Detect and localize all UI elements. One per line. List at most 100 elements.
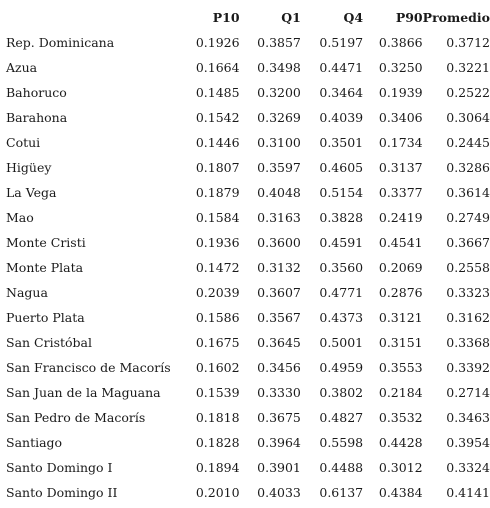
p90-cell: 0.1939 [378,85,423,100]
p90-cell: 0.2419 [378,210,423,225]
region-label: Santo Domingo I [6,460,113,475]
region-label: Higüey [6,160,52,175]
table-row: Cotui 0.1446 0.3100 0.3501 0.1734 0.2445 [6,130,490,155]
table-row: Santo Domingo I 0.1894 0.3901 0.4488 0.3012 0… [6,455,490,480]
p90-cell: 0.2184 [378,385,423,400]
q4-cell: 0.5154 [319,185,364,200]
promedio-cell: 0.3323 [446,285,490,300]
data-table: P10 Q1 Q4 P90 Promedio Rep. Dominicana 0.… [6,4,490,505]
table-row: Bahoruco 0.1485 0.3200 0.3464 0.1939 0.2522 [6,80,490,105]
p10-cell: 0.1472 [195,260,240,275]
p10-cell: 0.1675 [195,335,240,350]
q4-cell: 0.4039 [319,110,364,125]
table-row: La Vega 0.1879 0.4048 0.5154 0.3377 0.3614 [6,180,490,205]
p10-cell: 0.1602 [195,360,240,375]
q4-cell: 0.4827 [319,410,364,425]
q1-cell: 0.3964 [257,435,301,450]
q1-cell: 0.4033 [257,485,301,500]
q1-cell: 0.3600 [257,235,301,250]
p10-cell: 0.1936 [195,235,240,250]
promedio-cell: 0.3368 [446,335,490,350]
promedio-cell: 0.3324 [446,460,490,475]
p10-cell: 0.2039 [195,285,240,300]
q4-cell: 0.3560 [319,260,364,275]
q1-cell: 0.3675 [257,410,301,425]
p90-cell: 0.4428 [378,435,423,450]
header-empty [6,4,181,30]
region-label: San Pedro de Macorís [6,410,146,425]
promedio-cell: 0.3064 [446,110,490,125]
q1-cell: 0.3597 [257,160,301,175]
promedio-cell: 0.3463 [446,410,490,425]
table-row: Monte Cristi 0.1936 0.3600 0.4591 0.4541 0.36… [6,230,490,255]
q4-cell: 0.4373 [319,310,364,325]
q4-cell: 0.3828 [319,210,364,225]
p90-cell: 0.3250 [378,60,423,75]
promedio-cell: 0.3667 [446,235,490,250]
table-row: Puerto Plata 0.1586 0.3567 0.4373 0.3121 0.31… [6,305,490,330]
p90-cell: 0.3377 [378,185,423,200]
header-q4: Q4 [343,9,364,25]
table-row: San Francisco de Macorís 0.1602 0.3456 0.49… [6,355,490,380]
table-row: Higüey 0.1807 0.3597 0.4605 0.3137 0.3286 [6,155,490,180]
promedio-cell: 0.3286 [446,160,490,175]
promedio-cell: 0.3954 [446,435,490,450]
q4-cell: 0.6137 [319,485,364,500]
p10-cell: 0.1485 [195,85,240,100]
p10-cell: 0.1818 [195,410,240,425]
p10-cell: 0.1926 [195,35,240,50]
region-label: Bahoruco [6,85,67,100]
table-row: Nagua 0.2039 0.3607 0.4771 0.2876 0.3323 [6,280,490,305]
header-q1: Q1 [281,9,301,25]
p10-cell: 0.1586 [195,310,240,325]
q1-cell: 0.3163 [257,210,301,225]
q4-cell: 0.4488 [319,460,364,475]
q1-cell: 0.3200 [257,85,301,100]
p90-cell: 0.3137 [378,160,423,175]
region-label: Rep. Dominicana [6,35,115,50]
q1-cell: 0.3132 [257,260,301,275]
table-row: Mao 0.1584 0.3163 0.3828 0.2419 0.2749 [6,205,490,230]
q1-cell: 0.3567 [257,310,301,325]
promedio-cell: 0.2749 [446,210,490,225]
p90-cell: 0.3121 [378,310,423,325]
q1-cell: 0.3100 [257,135,301,150]
p10-cell: 0.2010 [195,485,240,500]
region-label: La Vega [6,185,57,200]
p10-cell: 0.1894 [195,460,240,475]
q1-cell: 0.3645 [257,335,301,350]
promedio-cell: 0.3221 [446,60,490,75]
p90-cell: 0.3532 [378,410,423,425]
q4-cell: 0.4605 [319,160,364,175]
promedio-cell: 0.3162 [446,310,490,325]
region-label: San Juan de la Maguana [6,385,161,400]
region-label: Barahona [6,110,68,125]
table-row: Barahona 0.1542 0.3269 0.4039 0.3406 0.3064 [6,105,490,130]
p90-cell: 0.1734 [378,135,423,150]
q4-cell: 0.3802 [319,385,364,400]
p10-cell: 0.1584 [195,210,240,225]
p90-cell: 0.3553 [378,360,423,375]
q1-cell: 0.4048 [257,185,301,200]
q1-cell: 0.3456 [257,360,301,375]
q1-cell: 0.3857 [257,35,301,50]
promedio-cell: 0.2522 [446,85,490,100]
region-label: San Cristóbal [6,335,92,350]
q4-cell: 0.5001 [319,335,364,350]
promedio-cell: 0.3392 [446,360,490,375]
p90-cell: 0.3406 [378,110,423,125]
q4-cell: 0.4771 [319,285,364,300]
q1-cell: 0.3330 [257,385,301,400]
region-label: Santo Domingo II [6,485,118,500]
table-row: San Cristóbal 0.1675 0.3645 0.5001 0.3151 0.3… [6,330,490,355]
p10-cell: 0.1807 [195,160,240,175]
header-promedio: Promedio [422,9,490,25]
q4-cell: 0.3501 [319,135,364,150]
p90-cell: 0.4541 [378,235,423,250]
q4-cell: 0.4471 [319,60,364,75]
table-row: San Pedro de Macorís 0.1818 0.3675 0.4827 0.… [6,405,490,430]
table-body: Rep. Dominicana 0.1926 0.3857 0.5197 0.3866 0… [6,30,490,505]
q1-cell: 0.3269 [257,110,301,125]
q4-cell: 0.4591 [319,235,364,250]
